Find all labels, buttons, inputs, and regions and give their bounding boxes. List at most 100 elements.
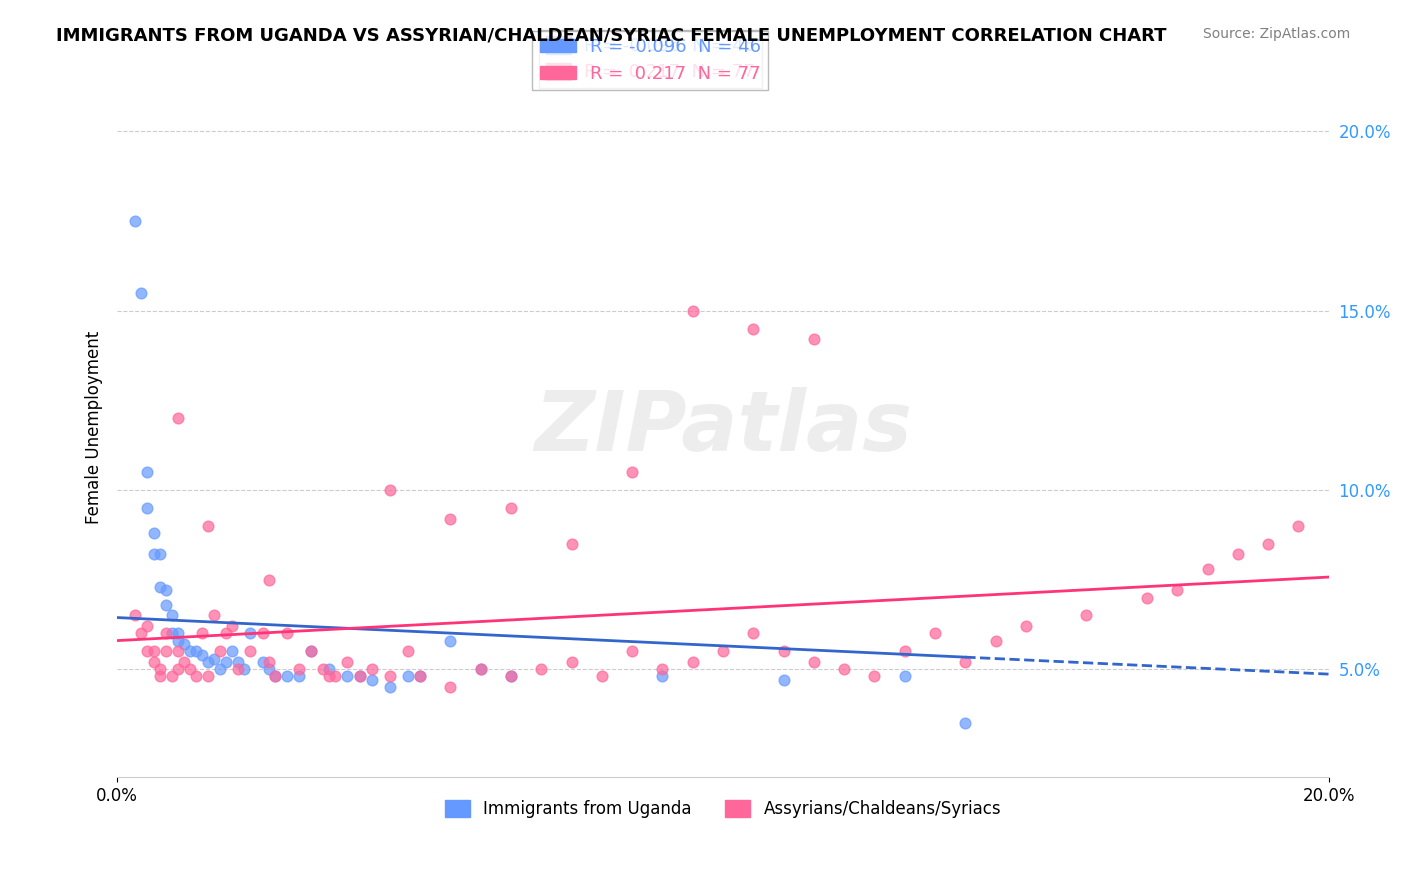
Point	[336, 669, 359, 683]
Point	[893, 669, 915, 683]
Point	[396, 644, 419, 658]
Point	[160, 669, 183, 683]
Point	[651, 662, 673, 676]
Point	[955, 655, 977, 669]
Point	[288, 669, 311, 683]
Point	[499, 669, 522, 683]
Point	[252, 626, 274, 640]
Point	[124, 214, 146, 228]
Point	[396, 669, 419, 683]
Point	[1226, 548, 1249, 562]
Point	[257, 573, 280, 587]
Point	[173, 655, 195, 669]
Point	[155, 598, 177, 612]
Point	[470, 662, 492, 676]
Point	[142, 548, 165, 562]
Legend: Immigrants from Uganda, Assyrians/Chaldeans/Syriacs: Immigrants from Uganda, Assyrians/Chalde…	[439, 793, 1008, 824]
Point	[209, 662, 232, 676]
Point	[191, 648, 214, 662]
Point	[160, 626, 183, 640]
Point	[378, 669, 401, 683]
Point	[197, 669, 219, 683]
Point	[682, 655, 704, 669]
Point	[530, 662, 553, 676]
Point	[184, 669, 207, 683]
Point	[202, 651, 225, 665]
Point	[136, 619, 159, 633]
Point	[155, 583, 177, 598]
Point	[136, 644, 159, 658]
Point	[955, 716, 977, 731]
Point	[142, 655, 165, 669]
Point	[924, 626, 946, 640]
Point	[711, 644, 734, 658]
Text: IMMIGRANTS FROM UGANDA VS ASSYRIAN/CHALDEAN/SYRIAC FEMALE UNEMPLOYMENT CORRELATI: IMMIGRANTS FROM UGANDA VS ASSYRIAN/CHALD…	[56, 27, 1167, 45]
Point	[1076, 608, 1098, 623]
Point	[591, 669, 613, 683]
Point	[682, 303, 704, 318]
Point	[155, 644, 177, 658]
Point	[409, 669, 432, 683]
Point	[228, 662, 250, 676]
Point	[288, 662, 311, 676]
Point	[166, 662, 188, 676]
Point	[863, 669, 886, 683]
Point	[318, 662, 340, 676]
Point	[1257, 537, 1279, 551]
Point	[378, 483, 401, 497]
Point	[276, 626, 298, 640]
Point	[215, 626, 238, 640]
Point	[1136, 591, 1159, 605]
Point	[179, 662, 201, 676]
Point	[136, 500, 159, 515]
Point	[742, 626, 765, 640]
Point	[142, 644, 165, 658]
Point	[197, 655, 219, 669]
Y-axis label: Female Unemployment: Female Unemployment	[86, 331, 103, 524]
Point	[360, 662, 382, 676]
Text: Source: ZipAtlas.com: Source: ZipAtlas.com	[1202, 27, 1350, 41]
Point	[409, 669, 432, 683]
Point	[651, 669, 673, 683]
Point	[209, 644, 232, 658]
Point	[360, 673, 382, 687]
Point	[318, 669, 340, 683]
Point	[160, 608, 183, 623]
Point	[257, 662, 280, 676]
Point	[166, 644, 188, 658]
Point	[560, 537, 582, 551]
Point	[166, 626, 188, 640]
Point	[742, 321, 765, 335]
Point	[149, 662, 172, 676]
Point	[621, 465, 644, 479]
Point	[803, 332, 825, 346]
Point	[221, 619, 243, 633]
Point	[439, 633, 461, 648]
Point	[252, 655, 274, 669]
Point	[257, 655, 280, 669]
Point	[202, 608, 225, 623]
Point	[621, 644, 644, 658]
Point	[124, 608, 146, 623]
Point	[221, 644, 243, 658]
Point	[233, 662, 256, 676]
Point	[166, 633, 188, 648]
Point	[832, 662, 855, 676]
Point	[349, 669, 371, 683]
Point	[131, 285, 153, 300]
Point	[263, 669, 285, 683]
Point	[166, 411, 188, 425]
Point	[1166, 583, 1188, 598]
Point	[131, 626, 153, 640]
Point	[142, 525, 165, 540]
Point	[299, 644, 322, 658]
Point	[893, 644, 915, 658]
Text: ZIPatlas: ZIPatlas	[534, 386, 912, 467]
Point	[276, 669, 298, 683]
Point	[984, 633, 1007, 648]
Point	[772, 673, 794, 687]
Point	[173, 637, 195, 651]
Point	[149, 580, 172, 594]
Point	[191, 626, 214, 640]
Point	[1015, 619, 1038, 633]
